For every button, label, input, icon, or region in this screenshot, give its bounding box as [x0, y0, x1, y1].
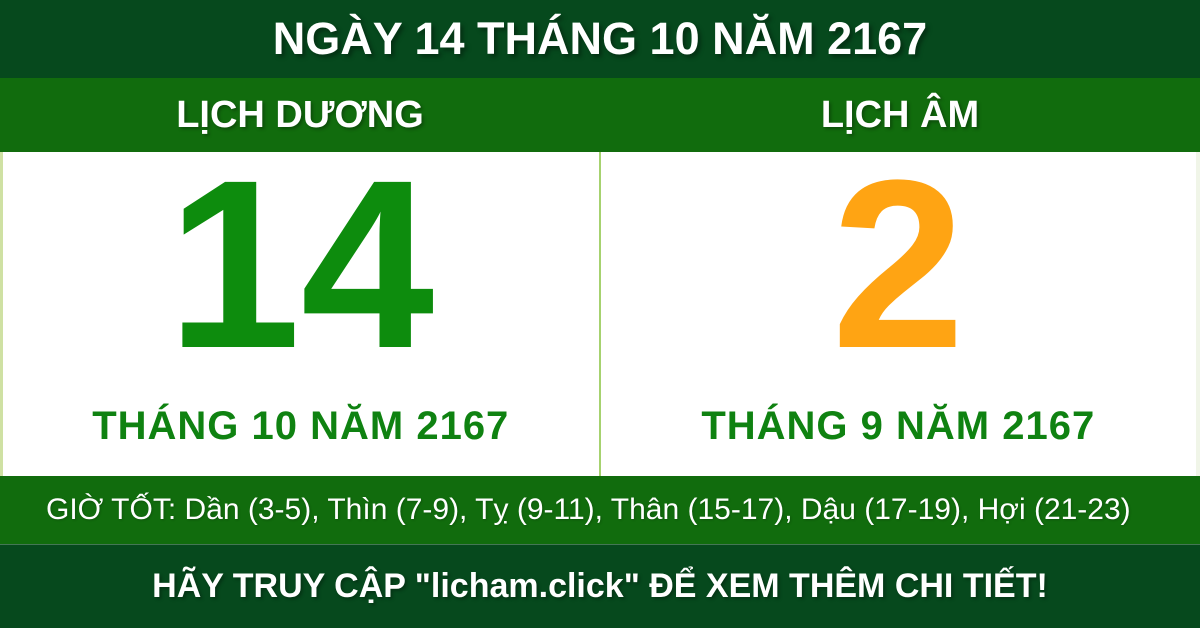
solar-month-year: THÁNG 10 NĂM 2167	[92, 404, 510, 448]
footer-bar: HÃY TRUY CẬP "licham.click" ĐỂ XEM THÊM …	[0, 544, 1200, 628]
solar-calendar-label: LỊCH DƯƠNG	[176, 93, 424, 136]
calendar-labels-bar: LỊCH DƯƠNG LỊCH ÂM	[0, 78, 1200, 152]
calendar-panels: 14 THÁNG 10 NĂM 2167 2 THÁNG 9 NĂM 2167	[0, 130, 1200, 476]
good-hours-text: GIỜ TỐT: Dần (3-5), Thìn (7-9), Tỵ (9-11…	[46, 493, 1131, 526]
page-title: NGÀY 14 THÁNG 10 NĂM 2167	[272, 13, 928, 64]
solar-panel: 14 THÁNG 10 NĂM 2167	[3, 130, 601, 476]
header-bar: NGÀY 14 THÁNG 10 NĂM 2167	[0, 0, 1200, 78]
lunar-day-number: 2	[831, 130, 965, 398]
solar-day-number: 14	[167, 130, 435, 398]
lunar-panel: 2 THÁNG 9 NĂM 2167	[601, 130, 1197, 476]
footer-text: HÃY TRUY CẬP "licham.click" ĐỂ XEM THÊM …	[152, 567, 1048, 605]
lunar-calendar-label: LỊCH ÂM	[820, 93, 980, 136]
lunar-month-year: THÁNG 9 NĂM 2167	[701, 404, 1096, 448]
good-hours-bar: GIỜ TỐT: Dần (3-5), Thìn (7-9), Tỵ (9-11…	[0, 476, 1200, 544]
